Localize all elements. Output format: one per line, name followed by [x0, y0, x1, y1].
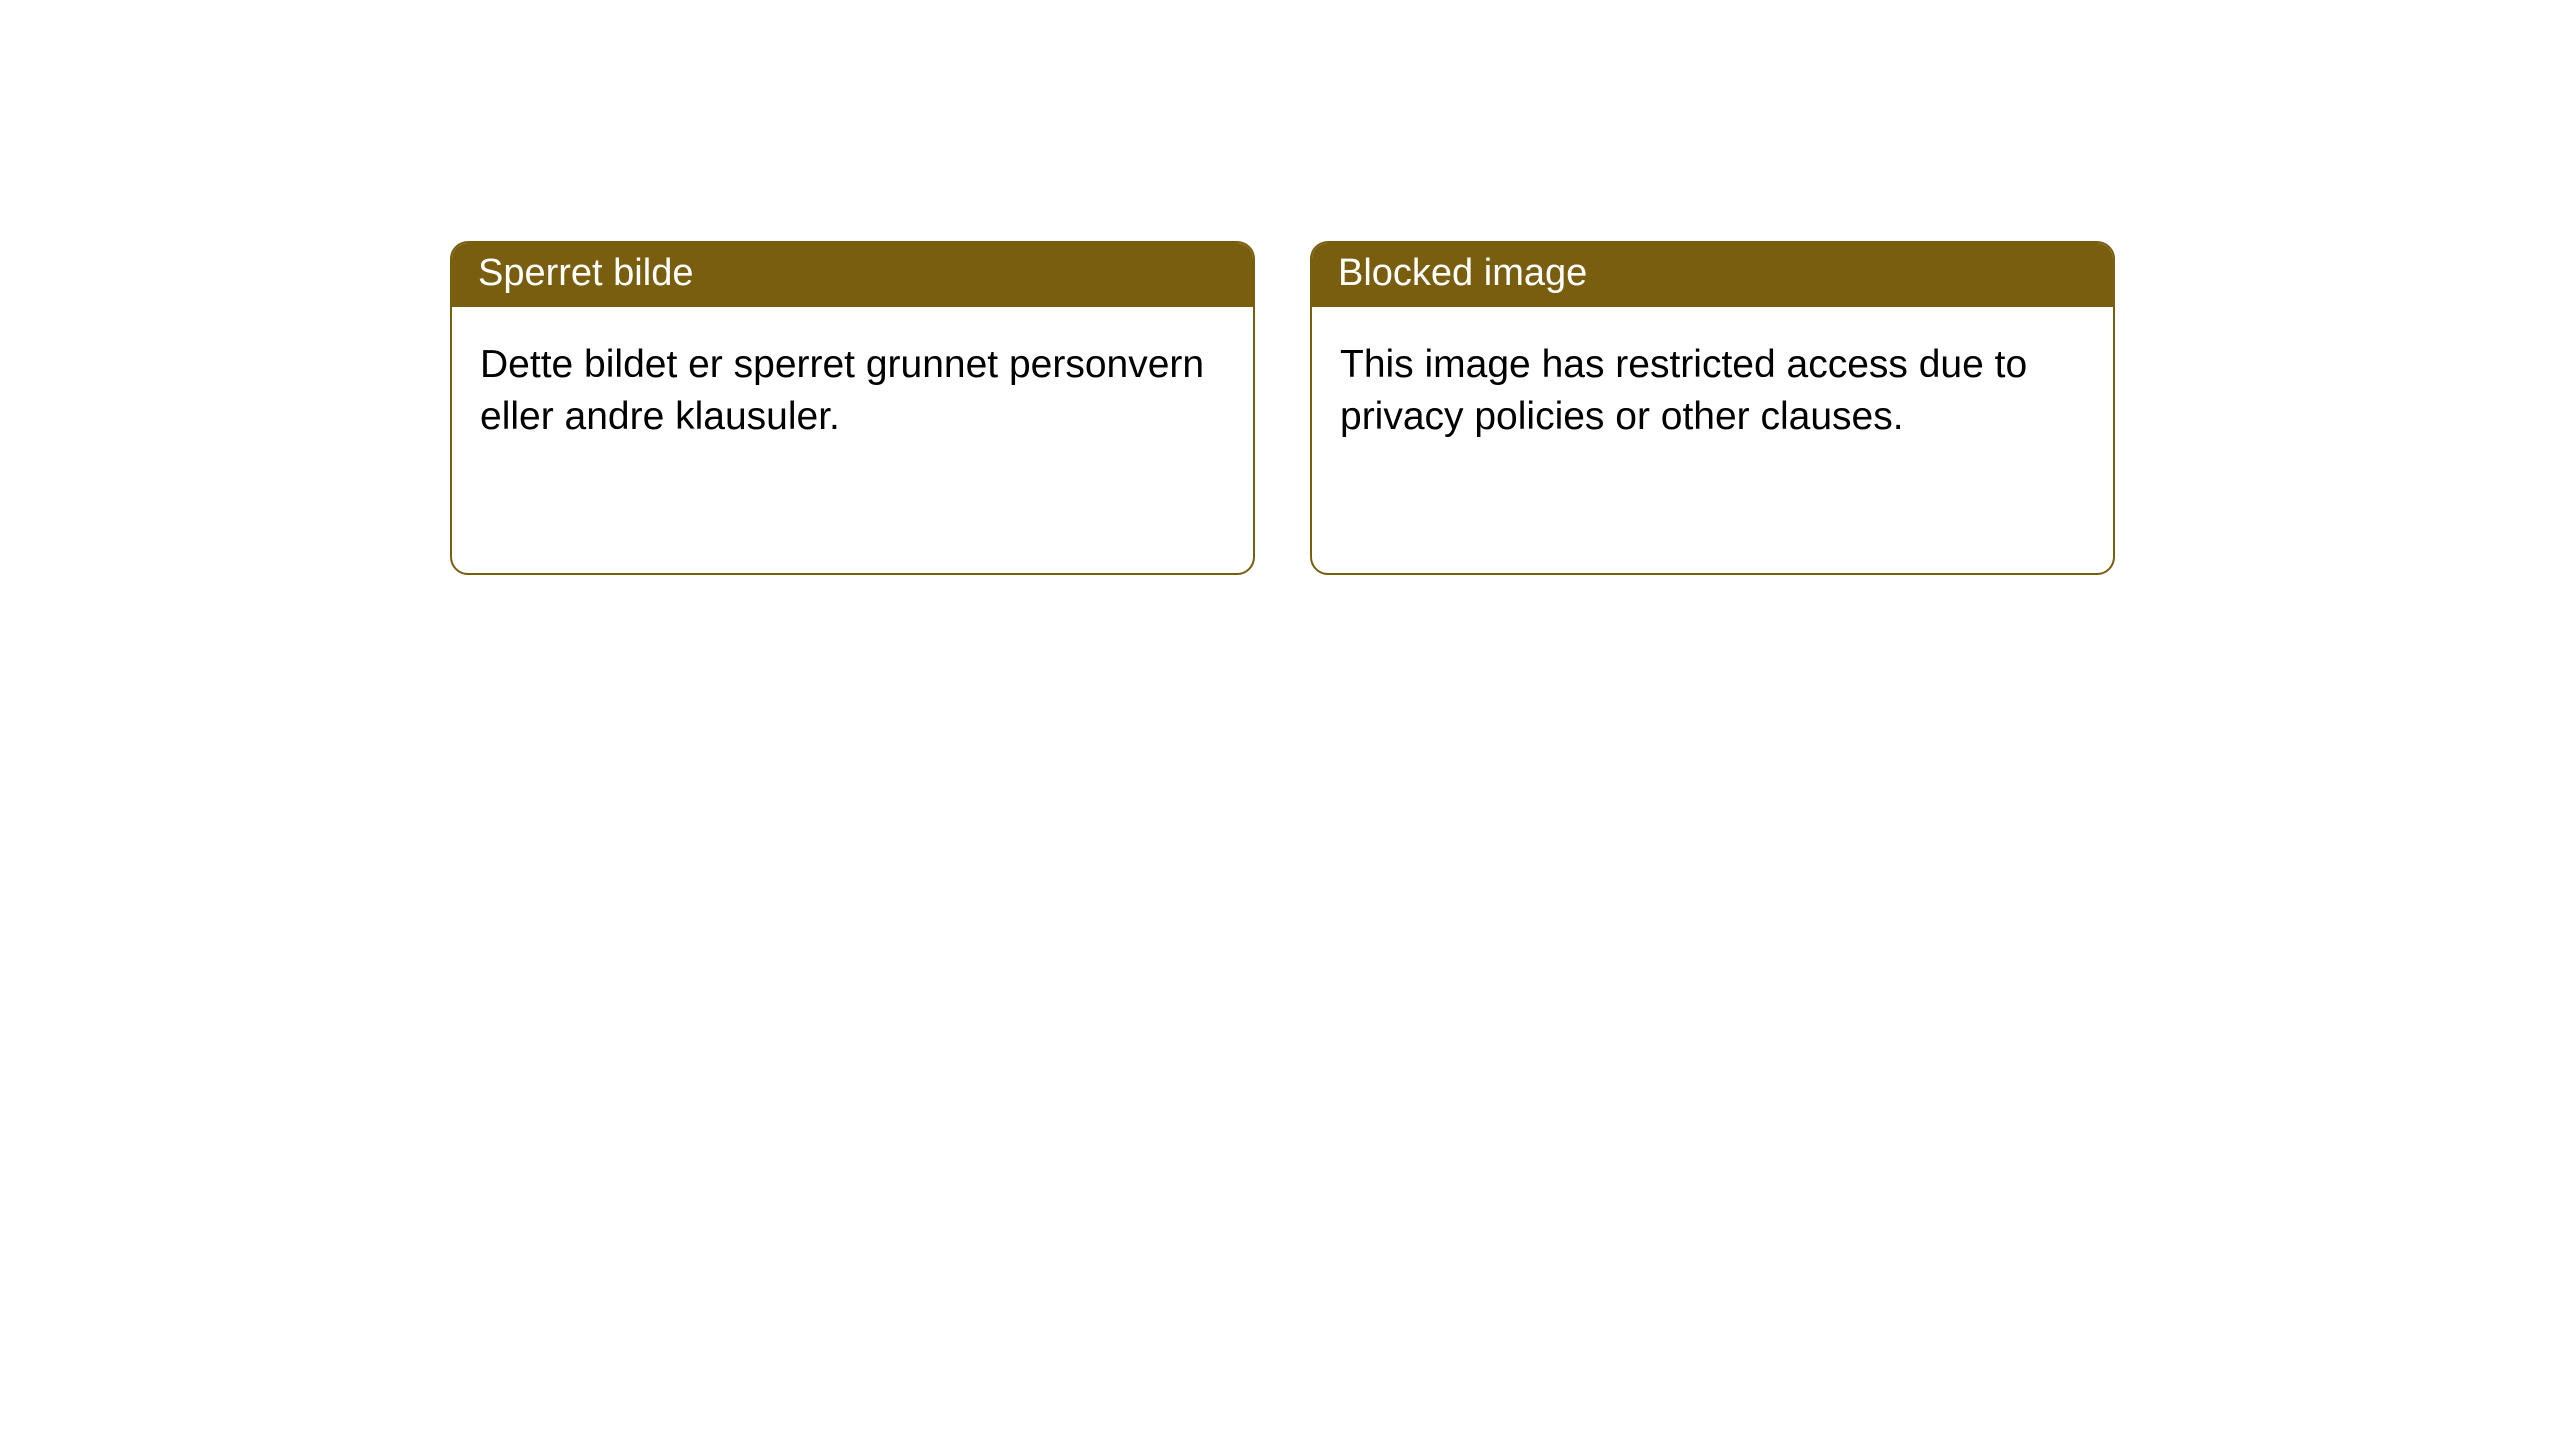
card-header-no: Sperret bilde [452, 243, 1253, 307]
blocked-image-card-no: Sperret bilde Dette bildet er sperret gr… [450, 241, 1255, 575]
card-body-en: This image has restricted access due to … [1312, 307, 2113, 476]
card-body-no: Dette bildet er sperret grunnet personve… [452, 307, 1253, 476]
card-header-en: Blocked image [1312, 243, 2113, 307]
card-container: Sperret bilde Dette bildet er sperret gr… [0, 0, 2560, 575]
blocked-image-card-en: Blocked image This image has restricted … [1310, 241, 2115, 575]
